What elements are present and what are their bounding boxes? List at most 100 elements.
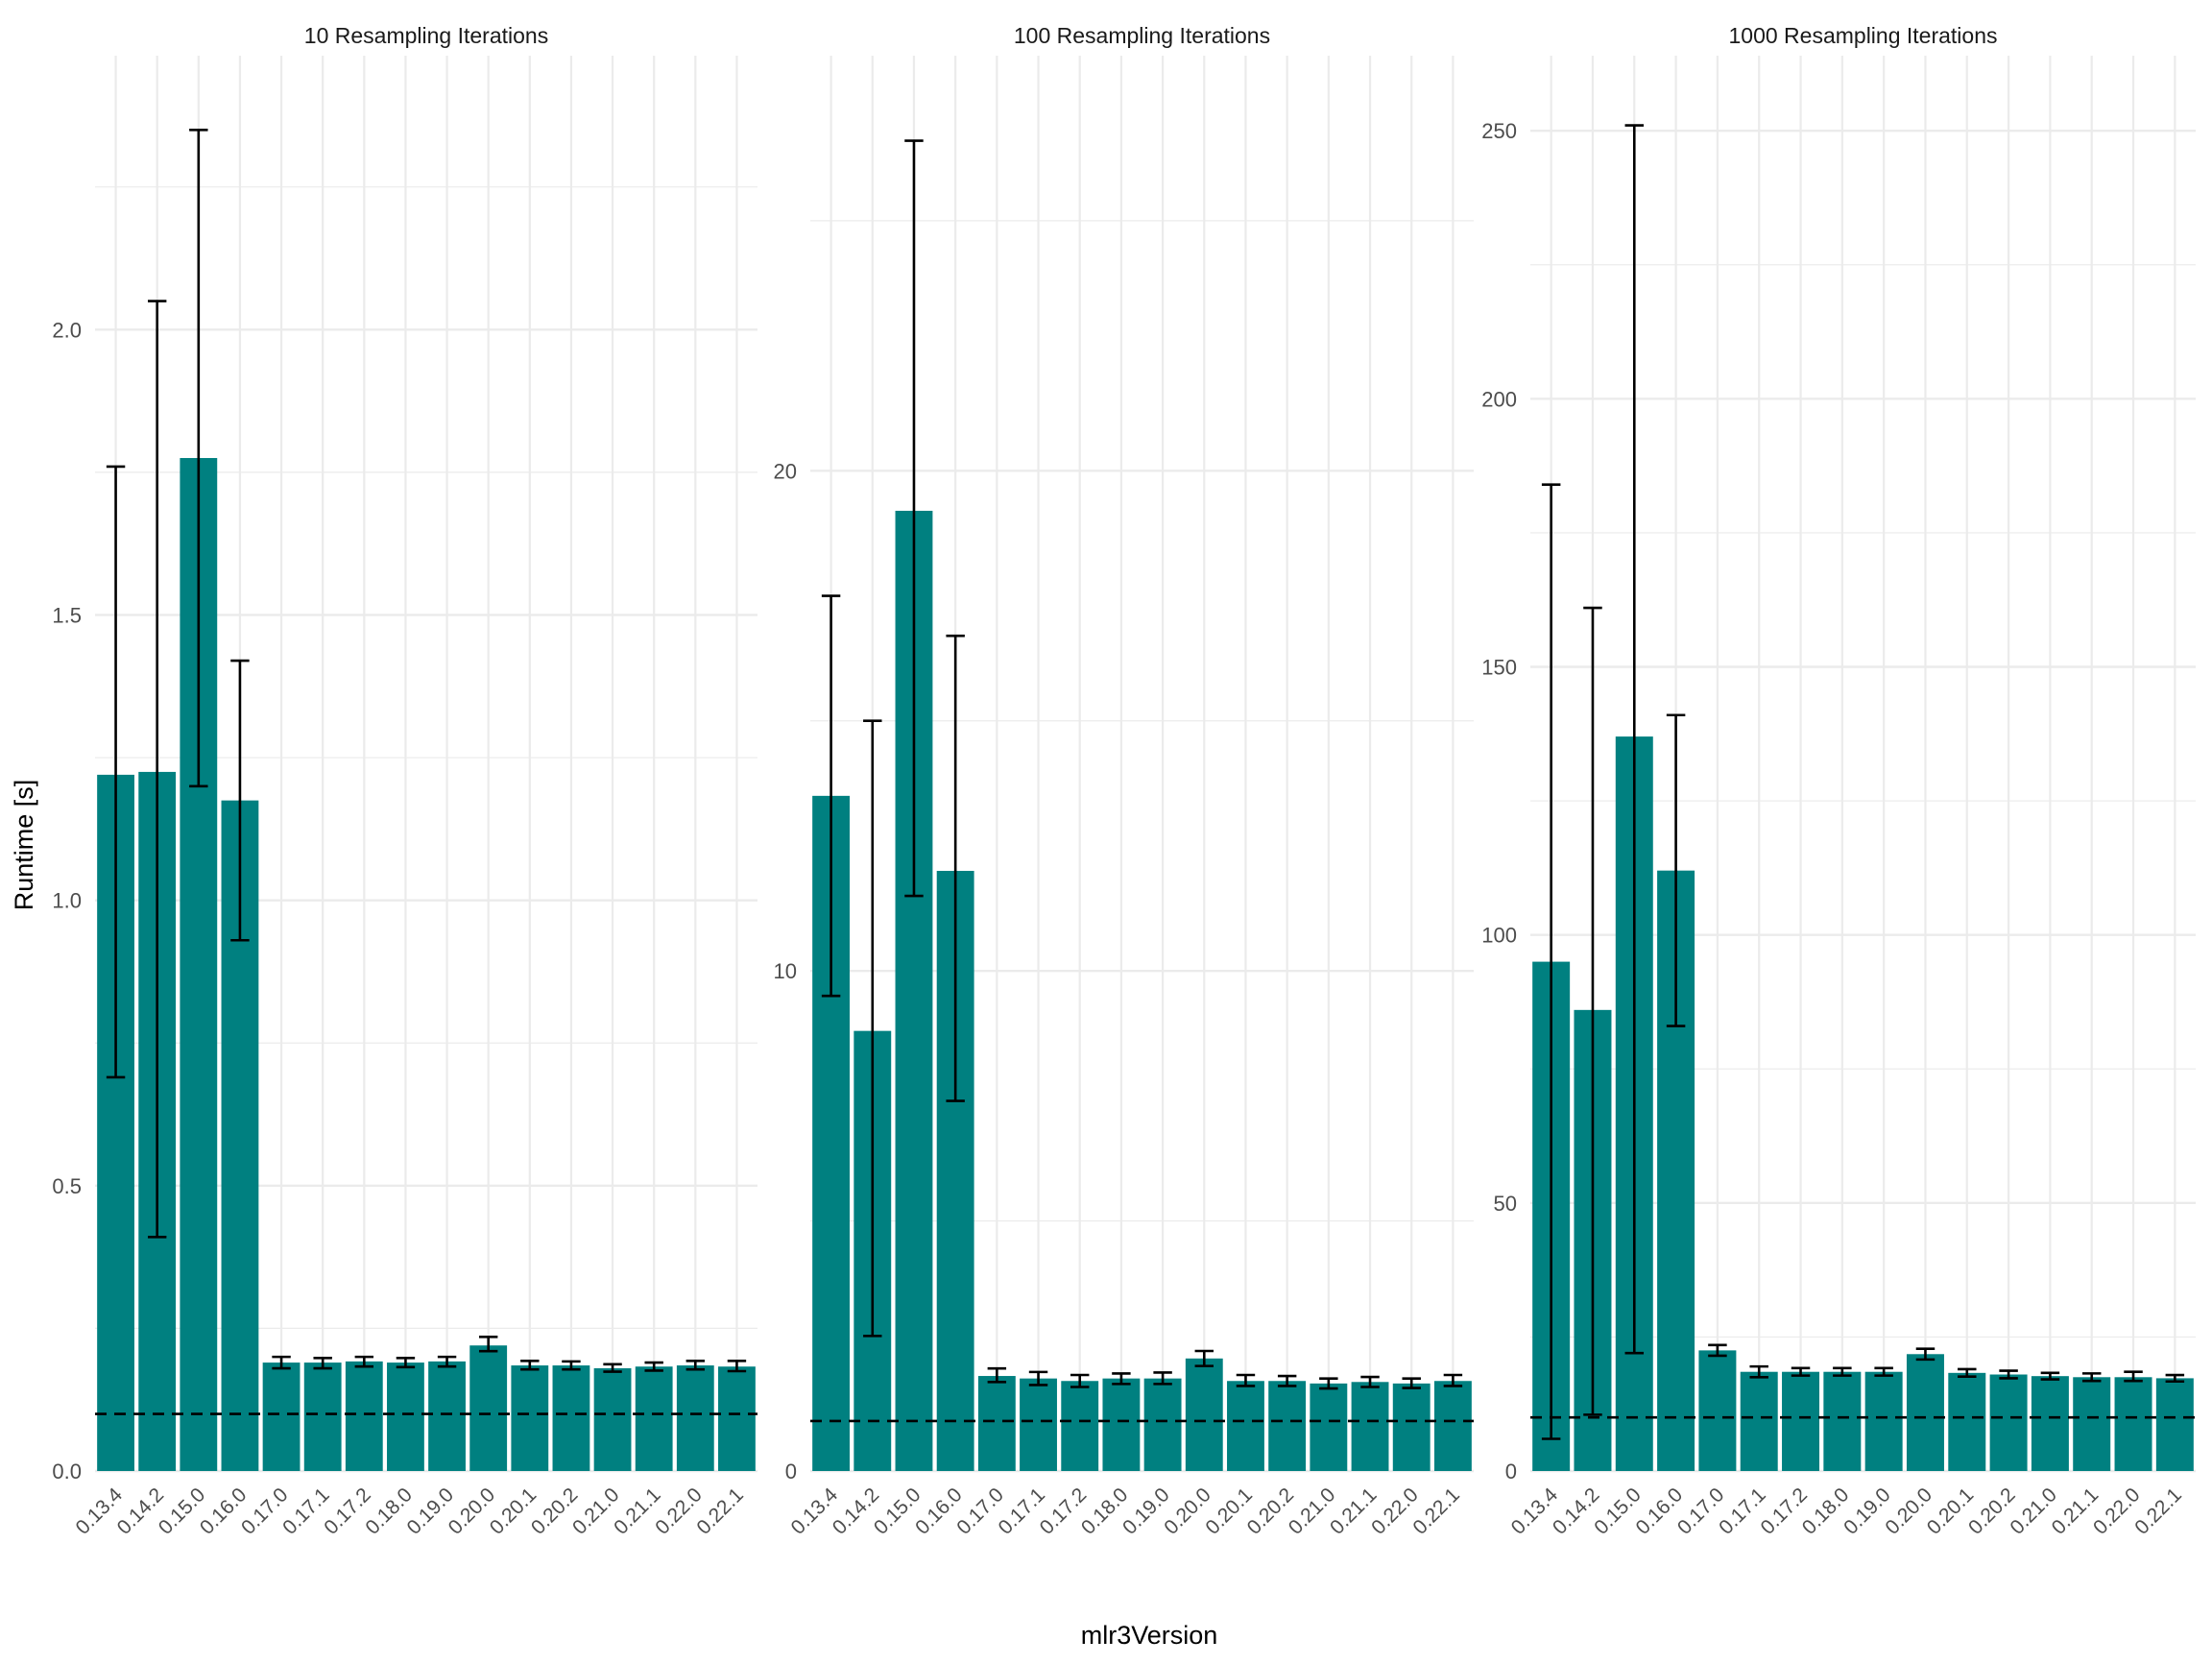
x-tick-label: 0.20.1 (1923, 1483, 1979, 1539)
error-bar (1028, 1370, 1048, 1387)
error-bar (1624, 124, 1645, 1355)
error-bar (1360, 1375, 1380, 1388)
error-bar (1541, 483, 1561, 1440)
x-tick-label: 0.21.1 (610, 1483, 665, 1539)
x-tick-label: 0.14.2 (1549, 1483, 1604, 1539)
error-bar (1583, 606, 1602, 1416)
bar (2031, 1376, 2069, 1471)
error-bar (946, 634, 965, 1102)
error-bar (2165, 1373, 2185, 1384)
x-tick-label: 0.20.1 (1201, 1483, 1257, 1539)
error-bar (863, 719, 882, 1338)
error-bar (2081, 1372, 2102, 1383)
bar (1185, 1358, 1223, 1471)
x-tick-label: 0.13.4 (72, 1483, 128, 1539)
x-tick-label: 0.21.0 (568, 1483, 624, 1539)
error-bar (396, 1357, 416, 1369)
error-bar (230, 659, 250, 942)
bar (1392, 1383, 1431, 1471)
x-tick-label: 0.15.0 (870, 1483, 926, 1539)
error-bar (821, 594, 841, 998)
bar (1948, 1372, 1986, 1471)
error-bar (437, 1355, 457, 1368)
x-tick-label: 0.17.0 (237, 1483, 293, 1539)
bar (676, 1365, 714, 1471)
bar (977, 1376, 1016, 1471)
error-bar (1708, 1343, 1727, 1358)
panel-1: 10 Resampling Iterations 0.0 0.5 1.0 1.5 2.0 0… (52, 23, 757, 1539)
x-tick-label: 0.20.2 (1964, 1483, 2020, 1539)
bar (635, 1366, 673, 1471)
x-tick-label: 0.22.1 (1408, 1483, 1464, 1539)
x-tick-label: 0.21.0 (1285, 1483, 1340, 1539)
y-tick-label: 100 (1481, 924, 1517, 948)
x-tick-label: 0.15.0 (155, 1483, 210, 1539)
error-bar (354, 1355, 374, 1368)
error-bar (189, 128, 208, 788)
x-tick-label: 0.20.0 (445, 1483, 500, 1539)
x-tick-label: 0.22.0 (1367, 1483, 1423, 1539)
bar (1268, 1381, 1307, 1471)
bar (1989, 1374, 2028, 1471)
y-tick-label: 20 (774, 459, 797, 483)
bar (1823, 1371, 1862, 1471)
bar (1143, 1378, 1182, 1471)
x-tick-label: 0.13.4 (787, 1483, 843, 1539)
x-tick-label: 0.20.1 (486, 1483, 541, 1539)
x-tick-label: 0.20.0 (1881, 1483, 1936, 1539)
x-tick-label: 0.14.2 (113, 1483, 169, 1539)
y-tick-label: 0 (785, 1459, 797, 1483)
error-bar (1112, 1372, 1131, 1386)
x-tick-label: 0.17.1 (995, 1483, 1050, 1539)
bar (1433, 1381, 1472, 1471)
y-tick-label: 10 (774, 959, 797, 983)
error-bar (1791, 1366, 1811, 1377)
error-bar (1874, 1366, 1893, 1377)
x-tick-label: 0.20.2 (1243, 1483, 1299, 1539)
bar (2073, 1377, 2111, 1471)
y-tick-label: 0.5 (52, 1174, 82, 1198)
x-tick-label: 0.19.0 (403, 1483, 459, 1539)
bar (1020, 1378, 1057, 1471)
x-tick-label: 0.21.1 (1326, 1483, 1382, 1539)
x-tick-label: 0.17.0 (1673, 1483, 1729, 1539)
error-bar (904, 139, 924, 898)
error-bar (1153, 1371, 1172, 1386)
error-bar (1443, 1373, 1463, 1387)
error-bar (1070, 1373, 1090, 1388)
bar (1061, 1381, 1099, 1471)
bar (469, 1345, 508, 1471)
bar (1782, 1371, 1820, 1471)
error-bar (478, 1336, 498, 1353)
error-bar (1958, 1367, 1977, 1379)
error-bar (2040, 1371, 2060, 1381)
y-tick-label: 50 (1494, 1192, 1517, 1216)
panel-title: 10 Resampling Iterations (304, 23, 548, 48)
y-tick-label: 1.5 (52, 603, 82, 627)
y-tick-label: 0 (1505, 1459, 1517, 1483)
error-bar (1194, 1349, 1214, 1367)
panel-3: 1000 Resampling Iterations 0 50 100 150 200 25… (1481, 23, 2196, 1539)
x-tick-label: 0.18.0 (361, 1483, 417, 1539)
bar (2114, 1377, 2152, 1471)
x-tick-label: 0.21.0 (2006, 1483, 2061, 1539)
error-bar (685, 1359, 706, 1371)
error-bar (272, 1355, 291, 1370)
error-bar (562, 1360, 581, 1371)
error-bar (1749, 1364, 1768, 1379)
x-tick-label: 0.17.2 (1036, 1483, 1092, 1539)
error-bar (1999, 1369, 2018, 1380)
y-tick-label: 200 (1481, 387, 1517, 411)
bar (552, 1365, 590, 1471)
bar (511, 1365, 549, 1471)
bar (2155, 1378, 2194, 1471)
x-tick-label: 0.21.1 (2048, 1483, 2104, 1539)
bar (1102, 1378, 1141, 1471)
x-tick-label: 0.17.1 (1715, 1483, 1770, 1539)
x-tick-label: 0.18.0 (1077, 1483, 1133, 1539)
bar (345, 1361, 383, 1471)
y-tick-label: 0.0 (52, 1459, 82, 1483)
bar (1227, 1381, 1264, 1471)
x-tick-label: 0.16.0 (1632, 1483, 1688, 1539)
